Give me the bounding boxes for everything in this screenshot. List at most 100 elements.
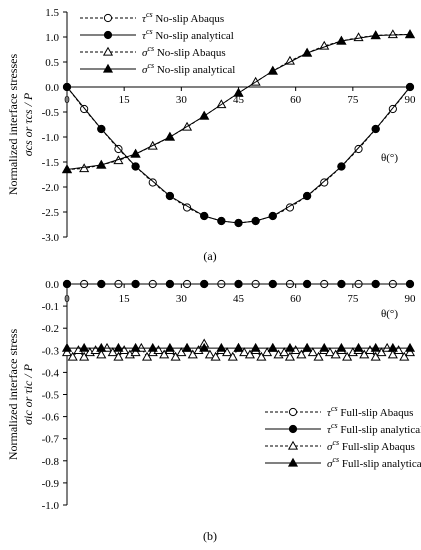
series--cs-no-slip-analytical (61, 29, 416, 174)
legend-label: τcs Full-slip Abaqus (327, 404, 413, 419)
y-tick-label: 0.0 (45, 82, 59, 94)
y-tick-label: 0.5 (45, 57, 59, 69)
data-point (337, 162, 346, 171)
data-point (319, 342, 330, 352)
data-point (376, 347, 387, 357)
data-point (404, 342, 416, 352)
data-point (216, 342, 227, 352)
data-point (285, 203, 295, 212)
data-point (181, 342, 193, 352)
data-point (97, 279, 106, 289)
data-point (233, 87, 244, 97)
data-point (336, 35, 347, 45)
data-point (227, 351, 238, 361)
x-axis-title: θ(°) (381, 308, 398, 320)
y-tick-label: -0.9 (42, 478, 60, 490)
data-point (302, 47, 313, 57)
data-point (96, 159, 107, 169)
data-point (67, 351, 78, 361)
data-point (336, 342, 347, 352)
y-axis-title: Normalized interface stress (6, 329, 20, 461)
data-point (353, 342, 364, 352)
panel-caption: (b) (203, 529, 217, 543)
legend-label: σcs Full-slip analytical (327, 455, 421, 470)
data-point (97, 124, 106, 134)
data-point (405, 279, 415, 289)
data-point (199, 342, 210, 352)
legend-label: σcs No-slip analytical (142, 61, 235, 76)
x-tick-label: 60 (290, 293, 302, 305)
data-point (148, 178, 157, 187)
series--cs-no-slip-analytical (62, 82, 415, 228)
data-point (320, 178, 329, 187)
data-point (313, 351, 324, 361)
legend: τcs No-slip Abaqus τcs No-slip analytical… (80, 10, 235, 76)
x-tick-label: 0 (64, 94, 70, 106)
data-point (222, 347, 233, 357)
x-tick-label: 45 (233, 94, 245, 106)
y-tick-label: -1.5 (42, 157, 60, 169)
y-tick-label: -0.6 (42, 412, 60, 424)
x-tick-label: 15 (119, 94, 131, 106)
chart-panel-a: 1.5 1.0 0.5 0.0 -0.5 -1.0 -1.5 -2.0 -2.5 -3.0 0 15 3… (6, 7, 416, 263)
y-tick-label: -0.5 (42, 107, 60, 119)
data-point (210, 351, 221, 361)
x-tick-label: 60 (290, 94, 302, 106)
data-point (141, 351, 153, 361)
data-point (268, 279, 277, 289)
data-point (284, 351, 296, 361)
data-point (234, 279, 243, 289)
y-tick-label: -0.1 (42, 301, 59, 313)
data-point (387, 29, 398, 39)
y-tick-label: -0.7 (42, 434, 60, 446)
y-tick-label: -2.0 (42, 182, 60, 194)
legend-marker (102, 46, 114, 56)
y-tick-label: -1.0 (42, 500, 60, 512)
data-point (324, 347, 336, 357)
data-point (200, 279, 209, 289)
series-line (66, 86, 411, 224)
data-point (307, 347, 318, 357)
data-point (199, 110, 210, 120)
data-point (267, 342, 278, 352)
data-point (79, 351, 90, 361)
data-point (164, 131, 175, 141)
x-tick-label: 75 (347, 293, 359, 305)
data-point (404, 29, 416, 39)
data-point (371, 279, 380, 289)
x-tick-label: 30 (176, 94, 188, 106)
y-tick-label: -0.5 (42, 390, 60, 402)
legend-marker (287, 440, 299, 450)
x-tick-label: 30 (176, 293, 188, 305)
data-point (61, 342, 73, 352)
data-point (337, 279, 346, 289)
data-point (164, 342, 175, 352)
data-point (107, 347, 118, 357)
x-tick-label: 90 (405, 94, 417, 106)
data-point (159, 349, 170, 359)
data-point (131, 279, 140, 289)
data-point (62, 279, 72, 289)
x-tick-label: 15 (119, 293, 131, 305)
data-point (399, 351, 410, 361)
data-point (176, 347, 187, 357)
data-point (387, 349, 398, 359)
data-point (387, 342, 398, 352)
data-point (187, 349, 198, 359)
data-point (268, 211, 277, 221)
data-point (359, 349, 370, 359)
data-point (96, 349, 107, 359)
data-point (131, 162, 140, 171)
data-point (371, 124, 380, 134)
y-tick-label: -1.0 (42, 132, 60, 144)
data-point (284, 342, 296, 352)
data-point (130, 347, 141, 357)
y-axis-formula: σic or τic / P (21, 363, 35, 425)
legend-label: τcs Full-slip analytical (327, 421, 421, 436)
data-point (200, 211, 209, 221)
legend: τcs Full-slip Abaqus τcs Full-slip analyt… (265, 404, 421, 470)
data-point (303, 279, 312, 289)
y-axis-formula: σcs or τcs / P (21, 92, 35, 156)
y-tick-label: -2.5 (42, 207, 60, 219)
